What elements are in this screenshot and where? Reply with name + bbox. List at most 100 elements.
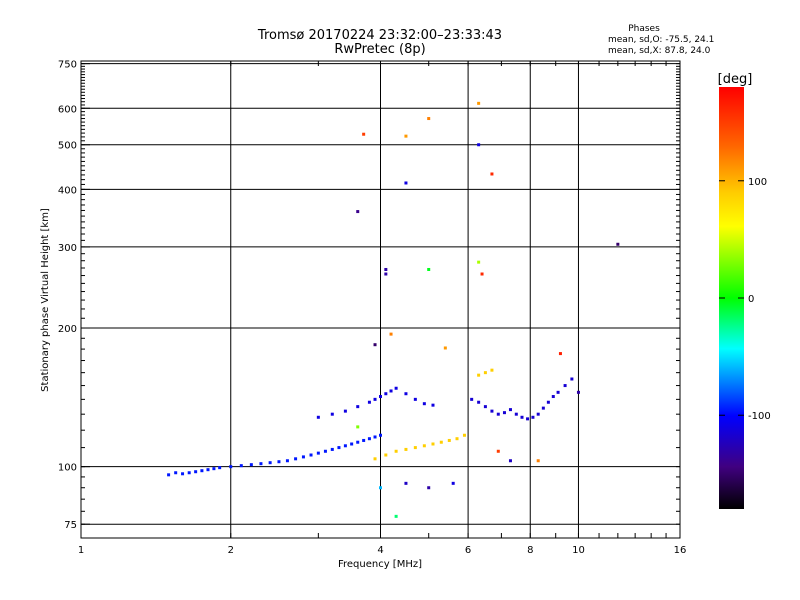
data-point <box>323 449 327 453</box>
data-point <box>404 447 408 451</box>
data-point <box>404 392 408 396</box>
data-point <box>389 389 393 393</box>
data-point <box>249 463 253 467</box>
data-point <box>404 181 408 185</box>
data-point <box>200 469 204 473</box>
data-point <box>301 455 305 459</box>
data-point <box>404 481 408 485</box>
x-tick-label: 2 <box>228 545 234 556</box>
data-point <box>384 272 388 276</box>
data-point <box>167 473 171 477</box>
data-point <box>367 437 371 441</box>
data-point <box>490 172 494 176</box>
data-point <box>451 481 455 485</box>
data-point <box>373 435 377 439</box>
chart-title: Tromsø 20170224 23:32:00–23:33:43 <box>257 28 502 43</box>
colorbar-tick-label: -100 <box>748 411 771 422</box>
data-point <box>431 403 435 407</box>
data-point <box>384 453 388 457</box>
data-point <box>343 409 347 413</box>
data-point <box>285 459 289 463</box>
colorbar-ticks: 100 0 -100 <box>719 177 771 422</box>
data-point <box>413 397 417 401</box>
data-point <box>413 446 417 450</box>
data-point <box>330 447 334 451</box>
data-point <box>447 438 451 442</box>
data-point <box>309 453 313 457</box>
data-point <box>316 451 320 455</box>
x-axis-label: Frequency [MHz] <box>338 559 422 570</box>
data-point <box>229 465 233 469</box>
data-point <box>422 402 426 406</box>
data-point <box>422 444 426 448</box>
data-point <box>483 371 487 375</box>
data-point <box>556 390 560 394</box>
data-point <box>394 514 398 518</box>
colorbar-label: [deg] <box>718 72 753 87</box>
data-point <box>268 461 272 465</box>
data-point <box>343 444 347 448</box>
y-axis-label: Stationary phase Virtual Height [km] <box>40 208 51 392</box>
chart-subtitle: RwPretec (8p) <box>334 42 425 57</box>
data-point <box>212 467 216 471</box>
y-tick-label: 300 <box>58 243 77 254</box>
data-point <box>439 440 443 444</box>
data-point <box>373 457 377 461</box>
x-tick-label: 4 <box>377 545 383 556</box>
data-point <box>181 472 185 476</box>
data-point <box>502 411 506 415</box>
data-point <box>194 470 198 474</box>
data-point <box>477 101 481 105</box>
data-point <box>477 400 481 404</box>
x-tick-label: 6 <box>465 545 471 556</box>
y-axis-ticks: 75 100 200 300 400 500 600 750 <box>58 60 680 531</box>
data-point <box>373 343 377 347</box>
data-point <box>379 433 382 437</box>
data-point <box>470 397 474 401</box>
data-point <box>455 437 459 441</box>
data-point <box>508 408 512 412</box>
data-point <box>427 267 431 271</box>
x-tick-label: 16 <box>674 545 687 556</box>
data-point <box>367 400 371 404</box>
y-tick-label: 100 <box>58 463 77 474</box>
data-point <box>362 132 366 136</box>
data-point <box>526 417 530 421</box>
data-point <box>496 449 500 453</box>
x-axis-ticks: 1 2 4 6 8 10 16 <box>78 61 687 556</box>
data-point <box>362 438 366 442</box>
data-point <box>394 449 398 453</box>
colorbar-tick-label: 100 <box>748 177 767 188</box>
data-point <box>356 405 360 409</box>
x-tick-label: 8 <box>527 545 533 556</box>
data-point <box>356 440 360 444</box>
phase-stats-x: mean, sd,X: 87.8, 24.0 <box>608 46 711 56</box>
data-point <box>443 346 447 350</box>
data-point <box>558 352 562 356</box>
data-point <box>379 486 382 490</box>
y-tick-label: 600 <box>58 104 77 115</box>
data-point <box>477 260 481 264</box>
data-point <box>514 412 518 416</box>
data-point <box>477 373 481 377</box>
data-point <box>394 386 398 390</box>
y-tick-label: 400 <box>58 185 77 196</box>
data-point <box>384 392 388 396</box>
data-point <box>531 415 535 419</box>
data-point <box>350 442 354 446</box>
data-point <box>616 242 620 246</box>
data-point <box>174 471 178 475</box>
data-point <box>431 442 435 446</box>
data-point <box>563 384 567 388</box>
data-points <box>167 101 620 518</box>
plot-grid <box>81 61 680 538</box>
data-point <box>379 395 382 399</box>
data-point <box>277 460 281 464</box>
data-point <box>480 272 484 276</box>
phase-stats-o: mean, sd,O: -75.5, 24.1 <box>608 35 714 45</box>
x-tick-label: 1 <box>78 545 84 556</box>
data-point <box>570 377 574 381</box>
phase-stats-title: Phases <box>628 24 660 34</box>
data-point <box>218 466 222 470</box>
